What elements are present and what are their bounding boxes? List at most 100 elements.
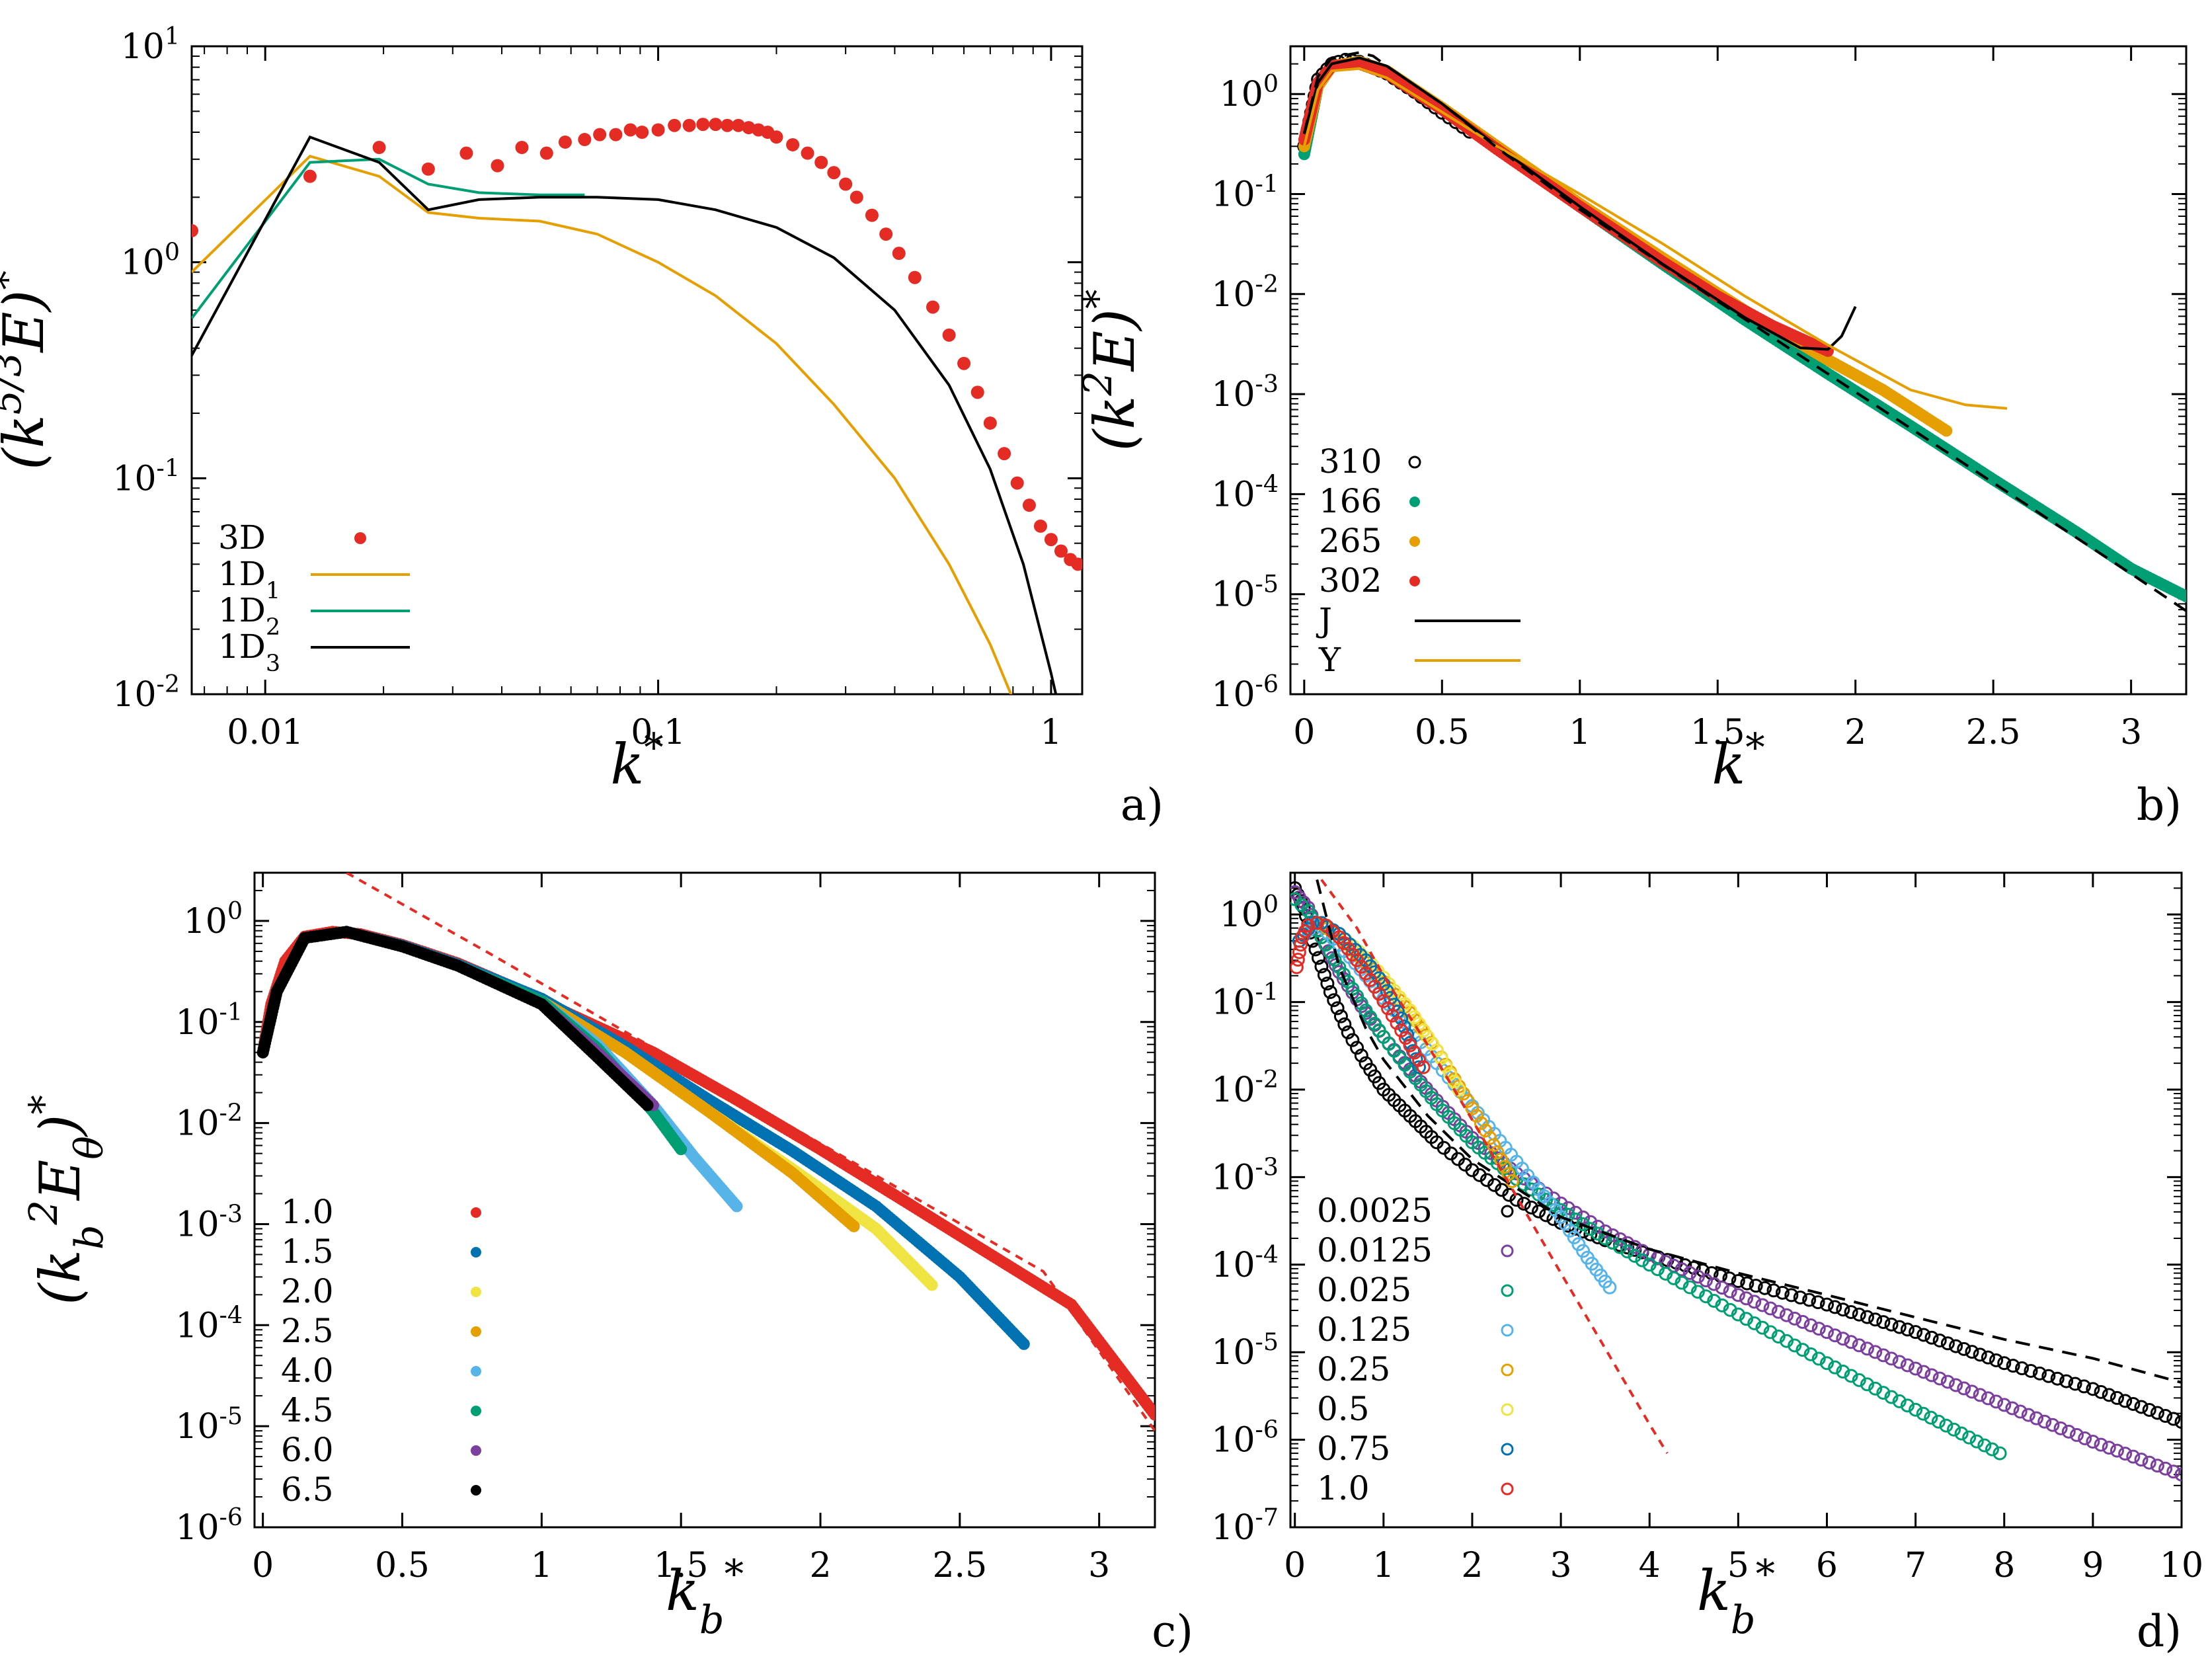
data-point [696, 118, 710, 132]
series-line-reference-9 [1320, 879, 1669, 1455]
data-point [1793, 1290, 1807, 1304]
data-point [1949, 1378, 1963, 1392]
y-tick-label: 100 [1220, 890, 1279, 936]
data-point [2142, 1455, 2156, 1470]
data-point [1628, 1240, 1642, 1254]
data-point [1054, 544, 1068, 558]
data-point [1796, 1314, 1810, 1329]
data-point [1390, 1016, 1404, 1030]
data-point [1576, 1210, 1591, 1224]
data-point [1149, 1408, 1155, 1421]
data-point [1860, 1377, 1874, 1392]
y-tick-label: 10-2 [175, 1098, 243, 1144]
legend-key-marker [1501, 1403, 1514, 1416]
data-point [1442, 1066, 1457, 1081]
legend-label: 0.5 [1317, 1390, 1370, 1428]
data-point [1844, 1335, 1858, 1349]
data-point [1892, 1355, 1907, 1369]
x-tick-label: 3 [1550, 1546, 1572, 1585]
data-point [1546, 1212, 1561, 1226]
data-point [1429, 1043, 1444, 1058]
data-point [539, 146, 553, 160]
legend-label: J [1316, 601, 1332, 639]
data-point [1973, 1388, 1987, 1402]
data-point [721, 118, 734, 132]
data-point [1583, 1222, 1598, 1236]
x-tick-label: 1.5 [654, 1546, 709, 1585]
data-point [892, 247, 906, 260]
legend: 1.01.52.02.54.04.56.06.5 [281, 1193, 481, 1509]
data-point [786, 138, 800, 151]
plot-area [1297, 51, 2186, 612]
data-point [1771, 1304, 1786, 1319]
legend-label: 166 [1319, 482, 1382, 520]
legend-label: 0.0125 [1317, 1231, 1433, 1269]
data-point [1775, 1285, 1790, 1300]
data-point [1884, 1317, 1899, 1332]
data-point [2032, 1366, 2047, 1380]
data-point [1916, 1328, 1931, 1342]
plot-frame [1289, 871, 2183, 1529]
data-point [668, 118, 682, 132]
data-point [1723, 1284, 1737, 1299]
data-point [2037, 1414, 2052, 1429]
data-point [1868, 1312, 1883, 1327]
data-point [1311, 951, 1325, 965]
data-point [709, 118, 723, 132]
data-point [1977, 1438, 1992, 1453]
x-tick-label: 9 [2082, 1546, 2104, 1585]
data-point [1819, 1325, 1834, 1340]
data-point [1486, 1138, 1501, 1152]
data-point [1416, 1060, 1431, 1074]
data-point [926, 1279, 938, 1291]
legend-key-marker [471, 1485, 481, 1496]
legend-label: 0.0025 [1317, 1191, 1433, 1230]
y-tick-label: 10-1 [112, 454, 180, 499]
data-point [998, 447, 1011, 461]
data-point [2126, 1449, 2141, 1464]
data-point [1819, 1297, 1834, 1312]
data-point [1605, 1228, 1620, 1242]
legend-label: 4.5 [281, 1391, 334, 1429]
data-point [2102, 1388, 2116, 1402]
y-tick-label: 101 [121, 22, 180, 67]
legend-key-marker [1408, 456, 1421, 469]
series-line-reference-8 [346, 873, 1155, 1432]
y-axis-title: (k5/3​E)*​ [0, 270, 56, 470]
data-point [1699, 1273, 1714, 1288]
data-point [1993, 1446, 2007, 1460]
data-point [1860, 1310, 1874, 1324]
data-point [1690, 1269, 1705, 1284]
y-tick-label: 10-1 [1211, 169, 1279, 215]
legend-label: 0.75 [1317, 1429, 1390, 1468]
x-tick-label: 5 [1727, 1546, 1749, 1585]
data-point [2030, 1411, 2044, 1425]
data-point [1981, 1391, 1995, 1406]
data-point [1354, 1048, 1368, 1062]
data-point [1509, 1193, 1524, 1207]
data-point [2166, 1412, 2181, 1426]
data-point [1940, 1375, 1955, 1389]
panel-c: 0 0.5 1 1.5 2 2.5 3 10-6 10-5 10-4 10-3 10-2 10-1 100… [20, 871, 1193, 1657]
data-point [1682, 1265, 1697, 1280]
data-point [2059, 1374, 2074, 1388]
data-point [1860, 1341, 1874, 1356]
data-point [1852, 1373, 1866, 1387]
y-tick-label: 10-5 [175, 1402, 243, 1447]
data-point [1314, 959, 1329, 974]
data-point [1323, 984, 1337, 999]
x-tick-label: 1.5 [1690, 713, 1745, 752]
data-point [865, 208, 879, 222]
data-point [2142, 1402, 2156, 1417]
data-point [2150, 1406, 2164, 1420]
data-point [1332, 960, 1347, 975]
data-point [372, 141, 386, 155]
y-tick-label: 10-6 [1211, 1415, 1279, 1460]
data-point [491, 159, 504, 173]
data-point [1731, 1274, 1745, 1289]
data-point [1763, 1301, 1778, 1316]
legend-label: 2.5 [281, 1312, 334, 1350]
data-point [303, 169, 317, 183]
data-point [1301, 904, 1316, 918]
